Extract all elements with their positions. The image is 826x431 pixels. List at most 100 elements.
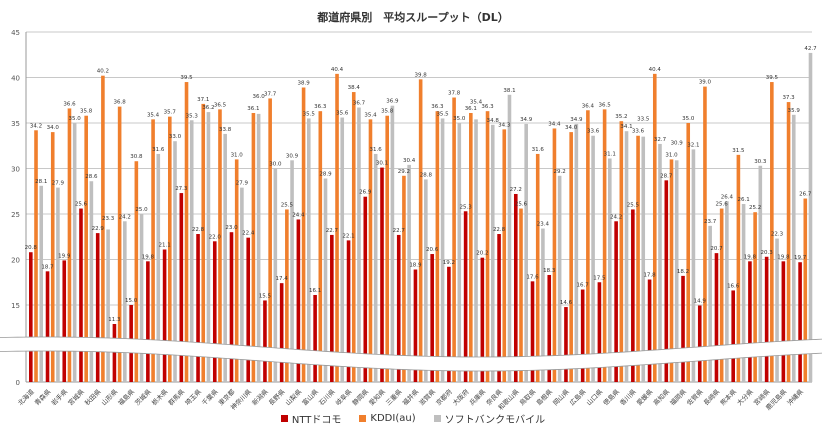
data-label: 36.8: [114, 100, 127, 106]
data-label: 32.7: [654, 137, 667, 143]
data-label: 22.1: [342, 233, 354, 239]
y-tick-label: 35: [11, 120, 20, 128]
x-tick-label: 山形県: [99, 387, 120, 408]
x-tick-label: 長崎県: [701, 387, 722, 408]
data-label: 35.7: [164, 110, 177, 116]
bar-1-42: [736, 154, 741, 382]
y-tick-label: 0: [16, 379, 20, 387]
bar-0-39: [681, 275, 685, 382]
bar-0-3: [79, 208, 83, 382]
data-label: 31.0: [665, 152, 678, 158]
data-label: 30.1: [376, 161, 388, 167]
legend-label-softbank: ソフトバンクモバイル: [444, 415, 546, 426]
bar-0-40: [697, 305, 702, 382]
bar-0-12: [229, 232, 234, 382]
data-label: 25.5: [281, 202, 294, 208]
bar-0-25: [447, 266, 451, 382]
data-label: 22.7: [393, 228, 406, 234]
bar-1-13: [251, 112, 256, 383]
data-label: 35.0: [453, 116, 466, 122]
bar-2-26: [474, 119, 478, 383]
bar-2-22: [407, 164, 411, 382]
bar-0-11: [212, 241, 217, 382]
data-label: 16.1: [309, 288, 321, 294]
bar-2-33: [591, 135, 595, 382]
bar-1-27: [485, 111, 490, 383]
bar-1-33: [586, 110, 590, 382]
x-tick-label: 滋賀県: [417, 387, 438, 408]
bar-0-29: [513, 193, 518, 382]
bar-1-24: [435, 111, 440, 383]
bar-1-36: [636, 135, 640, 382]
data-label: 37.7: [264, 91, 277, 97]
bar-2-21: [390, 105, 395, 383]
bar-2-8: [173, 141, 177, 382]
bar-0-20: [363, 196, 368, 382]
data-label: 36.3: [314, 104, 327, 110]
bar-2-9: [189, 120, 194, 383]
bar-2-6: [139, 214, 144, 382]
data-label: 26.7: [799, 192, 812, 198]
bar-0-31: [547, 274, 552, 382]
y-tick-label: 30: [11, 166, 20, 174]
bar-2-34: [608, 158, 612, 382]
data-label: 24.2: [119, 214, 131, 220]
x-tick-label: 広島県: [567, 387, 588, 408]
bar-0-17: [313, 294, 317, 382]
x-tick-label: 福井県: [400, 387, 421, 408]
x-tick-label: 島根県: [534, 387, 555, 408]
bar-1-44: [770, 82, 774, 383]
data-label: 28.6: [85, 174, 98, 180]
bar-0-27: [480, 257, 485, 382]
x-tick-label: 徳島県: [601, 387, 622, 408]
data-label: 33.6: [587, 129, 600, 135]
bar-0-46: [798, 262, 802, 382]
data-label: 34.9: [520, 117, 533, 123]
bar-1-21: [385, 115, 390, 382]
data-label: 33.5: [637, 117, 650, 123]
data-label: 39.5: [180, 75, 193, 81]
bar-2-5: [123, 221, 127, 382]
data-label: 35.4: [470, 99, 483, 105]
x-tick-label: 福岡県: [668, 387, 689, 408]
data-label: 16.7: [577, 283, 590, 289]
legend-item-softbank: ソフトバンクモバイル: [433, 411, 546, 426]
bar-2-24: [440, 118, 445, 382]
bar-1-38: [669, 159, 674, 382]
y-tick-label: 45: [11, 29, 20, 37]
x-tick-label: 青森県: [32, 387, 53, 408]
x-tick-label: 埼玉県: [183, 387, 204, 408]
x-tick-label: 高知県: [651, 387, 672, 408]
data-label: 17.5: [593, 275, 606, 281]
bar-1-18: [335, 73, 339, 383]
data-label: 23.0: [225, 225, 238, 231]
x-tick-label: 茨城県: [133, 387, 154, 408]
bar-1-3: [84, 115, 88, 382]
data-label: 38.1: [503, 88, 515, 94]
x-tick-label: 栃木県: [149, 387, 170, 408]
data-label: 20.8: [25, 245, 38, 251]
data-label: 20.6: [426, 247, 439, 253]
bar-2-28: [507, 94, 512, 382]
data-label: 30.0: [269, 162, 282, 168]
data-label: 25.5: [627, 202, 640, 208]
bar-2-15: [290, 160, 294, 382]
data-label: 11.3: [108, 317, 121, 323]
data-label: 35.3: [186, 113, 199, 119]
bar-1-11: [218, 109, 222, 382]
bar-0-26: [463, 211, 468, 382]
data-label: 30.9: [286, 153, 299, 159]
bar-2-27: [490, 124, 495, 382]
legend-item-docomo: NTTドコモ: [280, 411, 341, 426]
data-label: 30.8: [130, 154, 143, 160]
bar-1-15: [285, 209, 289, 382]
data-label: 35.8: [80, 109, 93, 115]
bar-2-46: [808, 52, 813, 383]
bar-0-37: [647, 279, 652, 382]
data-label: 34.1: [620, 124, 632, 130]
bar-1-26: [469, 112, 473, 383]
data-label: 17.4: [276, 276, 289, 282]
bar-2-18: [340, 117, 345, 382]
data-label: 20.3: [761, 250, 774, 256]
